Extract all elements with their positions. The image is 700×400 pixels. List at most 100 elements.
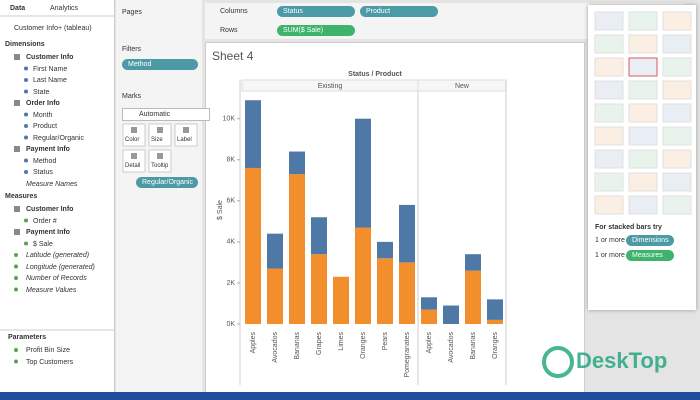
color-pill[interactable]: Regular/Organic	[136, 177, 198, 188]
mark-button-icon	[131, 127, 137, 133]
chart-thumbnail	[594, 11, 624, 31]
worksheet	[205, 42, 585, 394]
section-title: Measures	[5, 193, 38, 200]
x-tick-label: Pomegranates	[404, 332, 411, 378]
parameter[interactable]: Top Customers	[26, 358, 74, 366]
y-tick-label: 4K	[226, 239, 235, 246]
column-pill[interactable]: Product	[360, 6, 438, 17]
parameter[interactable]: Profit Bin Size	[26, 347, 70, 354]
field[interactable]: Product	[33, 123, 58, 130]
data-source[interactable]: Customer Info+ (tableau)	[14, 25, 92, 32]
field[interactable]: Regular/Organic	[33, 134, 84, 142]
field[interactable]: Month	[33, 111, 53, 119]
x-tick-label: Avocados	[272, 332, 279, 363]
chart-thumbnail	[628, 57, 658, 77]
field-icon	[14, 253, 18, 257]
field-icon	[24, 89, 28, 94]
field-icon	[14, 359, 18, 364]
field-icon	[14, 276, 18, 280]
field[interactable]: $ Sale	[33, 240, 53, 248]
field[interactable]: First Name	[33, 65, 68, 73]
chart-thumbnail	[662, 34, 692, 54]
field[interactable]: Last Name	[33, 77, 67, 84]
chart-thumbnail	[628, 172, 658, 192]
field-icon	[24, 112, 28, 117]
field-icon	[14, 264, 18, 269]
chart-thumbnail	[594, 80, 624, 100]
mark-button-label[interactable]: Tooltip	[151, 163, 169, 169]
field-icon	[24, 218, 28, 223]
field-icon	[24, 135, 28, 140]
row-pill[interactable]: SUM($ Sale)	[277, 25, 355, 36]
field[interactable]: Order #	[33, 217, 57, 225]
mark-type[interactable]: Automatic	[122, 108, 210, 121]
show-me-hint: For stacked bars try	[595, 224, 662, 231]
chart-thumbnail	[594, 34, 624, 54]
watermark-logo	[542, 346, 574, 378]
chart-thumbnail	[628, 149, 658, 169]
mark-button	[148, 123, 172, 147]
bar-segment	[245, 167, 261, 324]
field-icon	[24, 78, 28, 82]
column-pill[interactable]: Status	[277, 6, 355, 17]
mark-button-label[interactable]: Color	[125, 137, 140, 143]
chart-thumbnail	[662, 80, 692, 100]
bar-segment	[421, 309, 437, 324]
mark-button-icon	[131, 153, 137, 159]
field[interactable]: Number of Records	[26, 275, 87, 282]
mark-button-label[interactable]: Size	[151, 137, 163, 143]
y-tick-label: 0K	[226, 321, 235, 328]
field-icon	[14, 287, 18, 292]
chart-thumbnail	[594, 126, 624, 146]
folder[interactable]: Payment Info	[26, 146, 70, 153]
field-icon	[24, 124, 28, 128]
bar-segment	[399, 204, 415, 263]
requirement-pill[interactable]: Measures	[626, 250, 674, 261]
bar-segment	[289, 174, 305, 324]
pane-header: New	[455, 83, 470, 90]
mark-button-label[interactable]: Detail	[125, 163, 141, 169]
y-tick-label: 8K	[226, 157, 235, 164]
requirement: 1 or more	[595, 237, 625, 244]
mark-button-icon	[183, 127, 189, 133]
bar-segment	[355, 227, 371, 324]
mark-button-icon	[157, 153, 163, 159]
card-title: Pages	[122, 9, 142, 16]
folder[interactable]: Customer Info	[26, 54, 74, 61]
chart-thumbnail	[594, 149, 624, 169]
requirement-pill[interactable]: Dimensions	[626, 235, 674, 246]
field[interactable]: Measure Names	[26, 180, 78, 188]
bar-segment	[465, 254, 481, 271]
field[interactable]: Method	[33, 157, 57, 165]
field[interactable]: Status	[33, 169, 53, 176]
pane-header: Existing	[318, 83, 343, 90]
folder-icon	[14, 146, 20, 152]
bar-segment	[355, 118, 371, 228]
chart-thumbnail	[662, 103, 692, 123]
folder-icon	[14, 54, 20, 60]
x-tick-label: Avocados	[448, 332, 455, 363]
x-tick-label: Apples	[250, 332, 257, 354]
filter-pill[interactable]: Method	[122, 59, 198, 70]
chart-thumbnail	[628, 103, 658, 123]
field[interactable]: State	[33, 88, 50, 96]
folder[interactable]: Order Info	[26, 100, 60, 107]
x-tick-label: Oranges	[360, 332, 367, 359]
tab[interactable]: Data	[10, 5, 26, 12]
x-tick-label: Grapes	[316, 332, 323, 355]
field[interactable]: Latitude (generated)	[26, 252, 90, 259]
field[interactable]: Longitude (generated)	[26, 263, 95, 271]
x-tick-label: Oranges	[492, 332, 499, 359]
mark-button-label[interactable]: Label	[177, 137, 192, 143]
bar-segment	[267, 268, 283, 324]
folder[interactable]: Payment Info	[26, 229, 70, 236]
folder[interactable]: Customer Info	[26, 206, 74, 213]
requirement: 1 or more	[595, 252, 625, 259]
tab[interactable]: Analytics	[50, 5, 79, 12]
field[interactable]: Measure Values	[26, 286, 77, 294]
y-tick-label: 10K	[223, 116, 236, 123]
y-axis-label: $ Sale	[217, 200, 224, 220]
chart-thumbnail	[662, 195, 692, 215]
